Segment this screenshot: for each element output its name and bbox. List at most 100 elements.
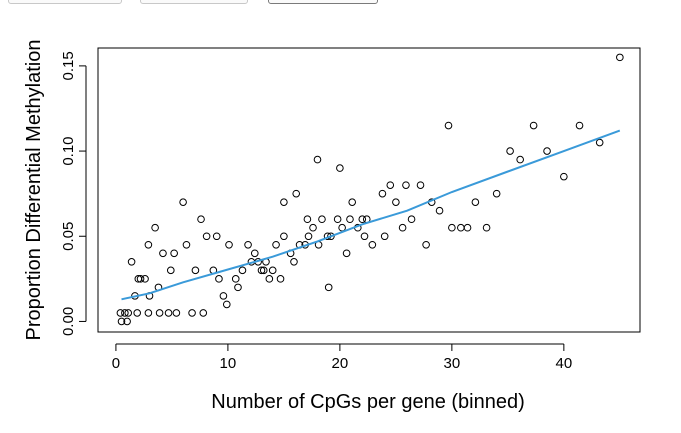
data-point: [280, 198, 288, 206]
data-point: [197, 215, 205, 224]
data-point: [402, 181, 410, 189]
data-point: [182, 240, 191, 249]
data-point: [398, 223, 407, 232]
data-point: [416, 181, 425, 189]
data-point: [336, 164, 344, 172]
data-point: [492, 189, 501, 198]
data-point: [225, 240, 233, 249]
data-point: [386, 181, 395, 189]
data-point: [231, 275, 240, 283]
data-point: [378, 189, 387, 198]
y-tick-label: 0.00: [60, 307, 77, 336]
y-tick-label: 0.05: [60, 222, 77, 251]
data-point: [392, 198, 400, 206]
data-point: [141, 275, 149, 283]
data-point: [276, 275, 285, 283]
data-point: [116, 309, 125, 317]
toolbar-button-3[interactable]: [268, 0, 378, 4]
data-point: [529, 121, 538, 130]
x-axis: 0 10 20 30 40: [112, 343, 573, 372]
x-tick-label: 0: [112, 355, 120, 372]
data-point: [516, 155, 524, 164]
y-tick-label: 0.15: [60, 51, 77, 80]
data-point: [333, 215, 342, 224]
data-point: [407, 215, 416, 224]
toolbar-button-2[interactable]: [140, 0, 248, 4]
y-tick-label: 0.10: [60, 136, 77, 165]
data-point: [124, 309, 133, 317]
data-point: [121, 309, 129, 317]
data-point: [123, 317, 131, 326]
data-point: [222, 300, 231, 309]
data-point: [215, 275, 223, 283]
data-point: [199, 309, 208, 317]
data-point: [164, 309, 173, 317]
data-point: [313, 155, 322, 164]
data-point: [212, 232, 221, 241]
data-point: [280, 232, 288, 241]
data-point: [616, 53, 624, 62]
data-point: [219, 292, 228, 300]
data-point: [250, 249, 259, 258]
data-point: [268, 266, 277, 275]
data-point: [595, 138, 604, 147]
data-point: [358, 215, 367, 224]
data-point: [234, 283, 242, 292]
data-point: [560, 172, 568, 181]
data-point: [309, 223, 317, 232]
data-point: [457, 223, 465, 232]
data-point: [202, 232, 211, 241]
data-point: [151, 223, 159, 232]
data-point: [172, 309, 181, 317]
data-point: [463, 223, 472, 232]
x-tick-label: 20: [332, 355, 349, 372]
data-point: [435, 206, 444, 215]
data-point: [324, 283, 333, 292]
data-point: [290, 258, 298, 266]
data-point: [303, 215, 312, 224]
x-tick-label: 40: [556, 355, 573, 372]
toolbar-button-1[interactable]: [8, 0, 122, 4]
data-point: [127, 258, 136, 266]
data-point: [259, 266, 268, 275]
data-point: [144, 240, 153, 249]
data-point: [575, 121, 584, 130]
data-point: [144, 309, 153, 317]
data-point: [327, 232, 335, 241]
data-points: [116, 53, 624, 326]
data-point: [543, 147, 551, 155]
y-axis-title: Proportion Differential Methylation: [23, 40, 45, 341]
data-point: [422, 240, 430, 249]
data-point: [346, 215, 354, 224]
data-point: [292, 189, 301, 198]
data-point: [304, 232, 313, 241]
data-point: [342, 249, 351, 258]
data-point: [133, 309, 141, 317]
data-point: [166, 266, 175, 275]
data-point: [244, 240, 252, 249]
data-point: [444, 121, 453, 130]
data-point: [348, 198, 357, 206]
data-point: [448, 223, 456, 232]
data-point: [238, 266, 247, 275]
data-point: [117, 317, 126, 326]
trend-line: [121, 129, 621, 301]
x-axis-title: Number of CpGs per gene (binned): [211, 391, 525, 413]
data-point: [471, 198, 480, 206]
data-point: [159, 249, 167, 258]
data-point: [265, 275, 274, 283]
plot-frame: [97, 47, 641, 333]
y-axis: 0.00 0.05 0.10 0.15: [60, 51, 87, 336]
data-point: [136, 275, 145, 283]
data-point: [318, 215, 326, 224]
data-point: [179, 198, 187, 206]
x-tick-label: 30: [444, 355, 461, 372]
data-point: [338, 223, 346, 232]
data-point: [155, 309, 164, 317]
data-point: [506, 147, 514, 155]
data-point: [170, 249, 178, 258]
x-tick-label: 10: [220, 355, 237, 372]
data-point: [272, 240, 280, 249]
data-point: [482, 223, 491, 232]
